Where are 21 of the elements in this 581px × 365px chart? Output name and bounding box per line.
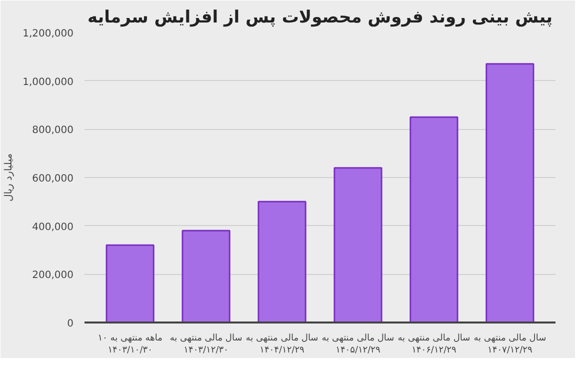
y-tick-label: 600,000: [32, 174, 74, 184]
bar: [182, 230, 230, 322]
x-tick-label: سال مالی منتهی به ۱۴۰۷/۱۲/۲۹: [474, 334, 546, 356]
y-tick-label: 1,000,000: [22, 76, 74, 88]
bar: [106, 244, 154, 322]
y-tick-label: 1,200,000: [22, 28, 74, 40]
x-tick-label: سال مالی منتهی به ۱۴۰۵/۱۲/۲۹: [322, 334, 394, 356]
y-tick-label: 0: [67, 318, 74, 330]
y-tick-label: 200,000: [32, 270, 74, 282]
x-tick-label: سال مالی منتهی به ۱۴۰۴/۱۲/۲۹: [246, 334, 318, 356]
bar: [334, 167, 382, 322]
y-tick-label: 800,000: [32, 125, 74, 136]
y-axis-title: میلیارد ریال: [4, 153, 15, 202]
x-tick-label: ۱۰ ماهه منتهی به ۱۴۰۳/۱۰/۳۰: [98, 334, 163, 356]
chart-title: پیش بینی روند فروش محصولات پس از افزایش سرمایه: [87, 8, 553, 28]
bar: [486, 63, 534, 322]
bar: [410, 116, 458, 322]
x-tick-label: سال مالی منتهی به ۱۴۰۶/۱۲/۲۹: [398, 334, 470, 356]
bar: [258, 200, 306, 322]
x-tick-label: سال مالی منتهی به ۱۴۰۳/۱۲/۳۰: [170, 334, 242, 356]
y-tick-label: 400,000: [32, 222, 74, 233]
